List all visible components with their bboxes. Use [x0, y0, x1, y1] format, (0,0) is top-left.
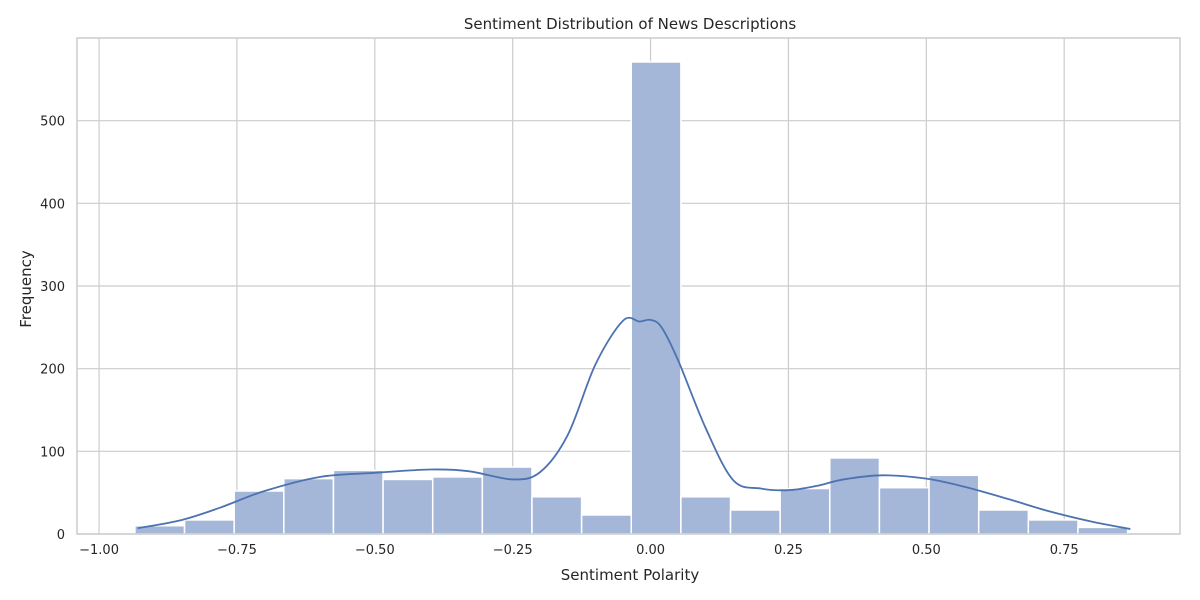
- y-tick-label: 500: [40, 115, 65, 130]
- histogram-bar: [630, 61, 682, 535]
- histogram-bar: [977, 509, 1030, 535]
- histogram-bar: [332, 469, 384, 535]
- plot-frame: [76, 37, 1181, 535]
- histogram-bar: [779, 487, 831, 535]
- histogram-bar: [928, 474, 980, 535]
- y-axis-title: Frequency: [17, 250, 35, 328]
- y-tick-labels: 0 100 200 300 400 500: [40, 115, 65, 543]
- histogram-bar: [1077, 526, 1129, 535]
- kde-layer: [137, 316, 1131, 530]
- histogram-bar: [531, 496, 583, 535]
- bars-layer: [134, 61, 1129, 535]
- x-tick-label: 0.75: [1050, 543, 1079, 558]
- histogram-bar: [233, 490, 285, 535]
- x-tick-label: 0.00: [636, 543, 665, 558]
- x-tick-label: 0.50: [912, 543, 941, 558]
- histogram-bar: [1027, 519, 1079, 535]
- histogram-bar: [481, 466, 533, 535]
- x-axis-title: Sentiment Polarity: [561, 566, 700, 584]
- x-tick-label: −0.25: [493, 543, 533, 558]
- y-tick-label: 100: [40, 445, 65, 460]
- x-tick-label: −1.00: [79, 543, 119, 558]
- x-tick-label: −0.75: [217, 543, 257, 558]
- histogram-bar: [829, 457, 881, 535]
- histogram-bar: [283, 477, 335, 535]
- spine-layer: [76, 37, 1181, 535]
- histogram-bar: [878, 486, 930, 535]
- x-tick-label: −0.50: [355, 543, 395, 558]
- y-tick-label: 200: [40, 363, 65, 378]
- x-tick-label: 0.25: [774, 543, 803, 558]
- x-tick-labels: −1.00 −0.75 −0.50 −0.25 0.00 0.25 0.50 0.75: [79, 543, 1079, 558]
- kde-line: [137, 316, 1131, 530]
- histogram-bar: [183, 519, 235, 535]
- grid-layer: [77, 38, 1180, 535]
- chart-title: Sentiment Distribution of News Descripti…: [464, 15, 797, 33]
- histogram-bar: [580, 514, 633, 535]
- y-tick-label: 300: [40, 280, 65, 295]
- y-tick-label: 400: [40, 197, 65, 212]
- histogram-bar: [729, 509, 781, 535]
- histogram-bar: [680, 496, 732, 535]
- histogram-bar: [382, 478, 434, 535]
- histogram-bar: [431, 476, 484, 535]
- y-tick-label: 0: [57, 528, 65, 543]
